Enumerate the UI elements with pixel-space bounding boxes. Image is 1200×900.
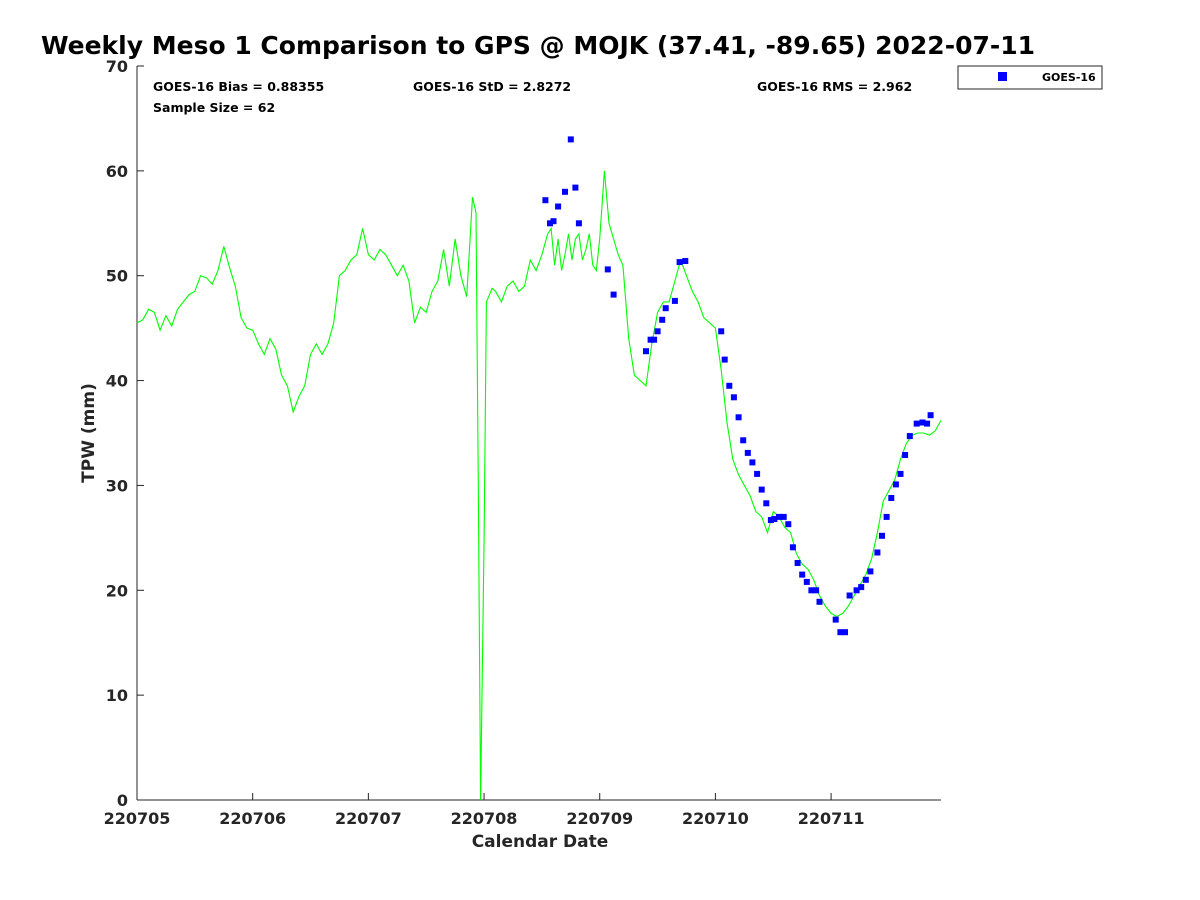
goes-data-point [808, 587, 815, 594]
goes-data-point [610, 291, 617, 298]
chart-title: Weekly Meso 1 Comparison to GPS @ MOJK (… [41, 31, 1035, 60]
goes-data-point [721, 356, 728, 363]
goes-data-point [842, 629, 848, 636]
goes-data-point [659, 316, 666, 323]
goes-data-point [654, 328, 661, 335]
goes-data-point [754, 470, 761, 477]
goes-data-point [816, 598, 823, 605]
goes-data-point [799, 571, 806, 578]
goes-data-point [718, 328, 725, 335]
goes-data-point [924, 420, 931, 427]
goes-data-point [813, 587, 820, 594]
goes-data-point [892, 481, 899, 488]
stat-std: GOES-16 StD = 2.8272 [413, 79, 571, 94]
goes-data-point [780, 513, 787, 520]
goes-data-point [803, 578, 810, 585]
legend-label: GOES-16 [1042, 71, 1096, 84]
y-tick-label: 40 [106, 372, 128, 391]
goes-data-point [902, 452, 909, 458]
goes-series-points [542, 136, 934, 636]
gps-series-line [136, 170, 942, 801]
goes-data-point [767, 517, 774, 523]
goes-data-point [744, 449, 751, 456]
goes-data-point [651, 336, 658, 343]
goes-data-point [888, 495, 895, 501]
goes-data-point [676, 259, 683, 266]
goes-data-point [879, 532, 885, 539]
x-axis-label: Calendar Date [472, 832, 609, 852]
plot-area: 0 10 20 30 40 50 60 70 220705 220706 220707 220708… [104, 57, 942, 828]
goes-data-point [927, 412, 934, 419]
goes-data-point [867, 568, 874, 575]
goes-data-point [671, 297, 678, 304]
goes-data-point [547, 220, 553, 227]
goes-data-point [542, 197, 549, 204]
goes-data-point [789, 544, 796, 551]
goes-data-point [740, 437, 747, 444]
stat-sample-size: Sample Size = 62 [153, 100, 275, 115]
goes-data-point [763, 500, 770, 507]
y-axis-label: TPW (mm) [79, 383, 99, 483]
goes-data-point [906, 433, 913, 440]
goes-data-point [562, 188, 568, 195]
goes-data-point [794, 560, 801, 566]
goes-data-point [758, 486, 765, 493]
goes-data-point [913, 420, 920, 427]
goes-data-point [575, 220, 582, 227]
x-tick-label: 220710 [682, 809, 749, 828]
goes-data-point [846, 592, 853, 599]
goes-data-point [604, 266, 611, 273]
goes-data-point [897, 470, 904, 477]
goes-data-point [776, 513, 782, 520]
x-tick-label: 220706 [219, 809, 286, 828]
goes-data-point [883, 513, 890, 520]
goes-data-point [572, 184, 579, 191]
stat-rms: GOES-16 RMS = 2.962 [757, 79, 912, 94]
goes-data-point [550, 218, 557, 225]
goes-data-point [785, 521, 792, 528]
x-tick-label: 220709 [566, 809, 633, 828]
goes-data-point [735, 414, 742, 421]
x-tick-label: 220708 [451, 809, 518, 828]
x-tick-label: 220707 [335, 809, 402, 828]
x-tick-label: 220705 [104, 809, 171, 828]
goes-data-point [771, 516, 778, 522]
goes-data-point [567, 136, 574, 143]
goes-data-point [555, 203, 562, 210]
goes-data-point [682, 258, 689, 264]
x-ticks: 220705 220706 220707 220708 220709 220710 2207… [104, 793, 865, 828]
goes-data-point [643, 348, 649, 355]
goes-data-point [853, 587, 860, 594]
y-tick-label: 60 [106, 162, 128, 181]
y-tick-label: 10 [106, 686, 128, 705]
goes-data-point [730, 394, 737, 401]
goes-data-point [874, 549, 881, 556]
goes-data-point [832, 616, 839, 623]
x-tick-label: 220711 [798, 809, 865, 828]
goes-data-point [647, 336, 654, 343]
goes-data-point [662, 305, 669, 312]
legend-box [957, 65, 1103, 90]
legend: GOES-16 [957, 65, 1103, 90]
goes-data-point [726, 382, 733, 389]
goes-data-point [749, 459, 756, 466]
stat-bias: GOES-16 Bias = 0.88355 [153, 79, 324, 94]
goes-data-point [858, 584, 865, 591]
y-tick-label: 70 [106, 57, 128, 76]
y-tick-label: 50 [106, 267, 128, 286]
goes-data-point [919, 419, 926, 426]
y-ticks: 0 10 20 30 40 50 60 70 [106, 57, 144, 810]
y-tick-label: 30 [106, 476, 128, 495]
y-tick-label: 0 [117, 791, 128, 810]
y-tick-label: 20 [106, 581, 128, 600]
legend-marker [998, 72, 1007, 81]
goes-data-point [837, 629, 844, 636]
goes-data-point [862, 576, 869, 583]
